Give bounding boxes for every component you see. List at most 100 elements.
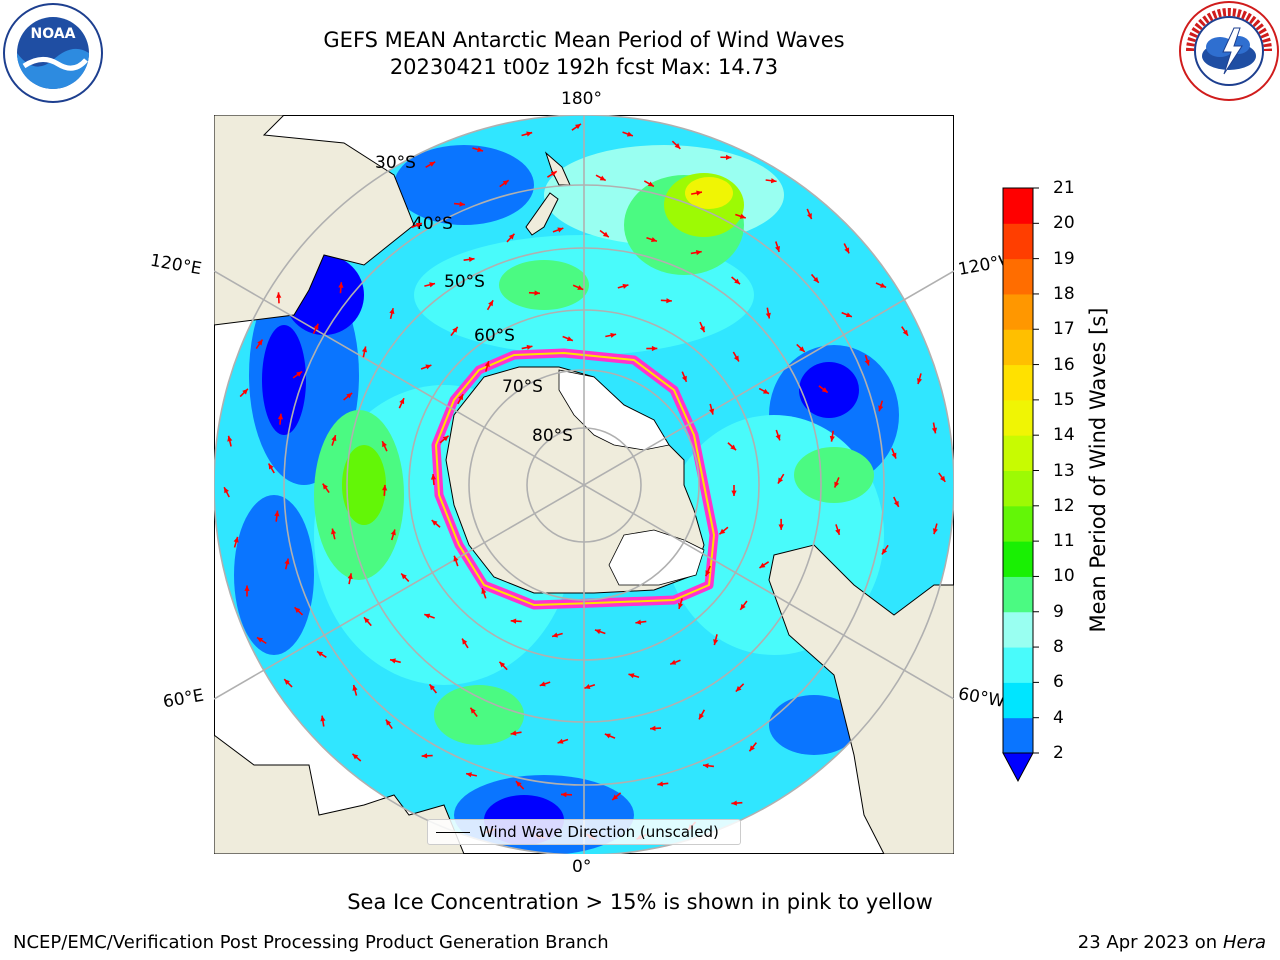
- lat-label-50s: 50°S: [444, 272, 485, 292]
- wave-direction-arrowhead: [399, 398, 405, 405]
- wave-direction-arrowhead: [363, 617, 370, 624]
- colorbar-segment: [1003, 399, 1033, 436]
- wave-direction-arrowhead: [749, 745, 755, 752]
- wave-direction-arrowhead: [670, 659, 677, 665]
- colorbar-tick-label: 9: [1053, 601, 1064, 622]
- wave-direction-arrowhead: [502, 180, 509, 186]
- wave-direction-arrowhead: [650, 725, 656, 731]
- wave-direction-arrowhead: [385, 719, 392, 726]
- wave-direction-arrowhead: [452, 326, 458, 333]
- wave-direction-arrowhead: [678, 602, 684, 609]
- wave-direction-arrowhead: [584, 684, 591, 689]
- wave-direction-arrowhead: [468, 256, 475, 263]
- legend-line-sample: [436, 831, 470, 833]
- wave-direction-arrowhead: [488, 300, 494, 307]
- wave-direction-arrowhead: [740, 603, 746, 610]
- wave-direction-arrowhead: [695, 249, 702, 256]
- wave-direction-arrowhead: [699, 713, 704, 720]
- wave-direction-arrowhead: [224, 487, 229, 494]
- chart-title: GEFS MEAN Antarctic Mean Period of Wind …: [323, 28, 845, 52]
- lat-label-30s: 30°S: [375, 153, 416, 173]
- wave-direction-arrowhead: [731, 800, 737, 806]
- wave-direction-arrowhead: [510, 618, 517, 624]
- wave-direction-arrowhead: [799, 346, 805, 352]
- wave-direction-arrowhead: [346, 393, 353, 399]
- wave-direction-arrowhead: [526, 131, 533, 137]
- wave-direction-arrowhead: [284, 679, 290, 685]
- wave-direction-arrowhead: [612, 794, 619, 801]
- wave-direction-arrowhead: [242, 388, 248, 395]
- antarctic-ice-shelf: [608, 529, 705, 586]
- wave-direction-arrowhead: [277, 413, 284, 420]
- wave-direction-arrowhead: [709, 408, 715, 415]
- wave-direction-arrowhead: [317, 651, 324, 657]
- footer-organization: NCEP/EMC/Verification Post Processing Pr…: [13, 932, 609, 953]
- wave-direction-arrowhead: [916, 378, 923, 385]
- footer-date-text: 23 Apr 2023 on: [1077, 932, 1223, 953]
- colorbar-tick-label: 19: [1053, 248, 1075, 269]
- lat-label-60s: 60°S: [474, 326, 515, 346]
- wave-direction-arrowhead: [932, 528, 938, 535]
- footer-date: 23 Apr 2023 on Hera: [1078, 932, 1266, 953]
- wave-direction-arrowhead: [765, 312, 771, 319]
- lon-label-0: 0°: [572, 857, 592, 877]
- wave-direction-arrowhead: [880, 282, 887, 288]
- wave-direction-arrowhead: [725, 154, 732, 160]
- wave-direction-arrowhead: [331, 435, 337, 442]
- period-patch-9-10s: [434, 685, 524, 745]
- wave-direction-arrowhead: [775, 245, 781, 252]
- map-legend: Wind Wave Direction (unscaled): [427, 819, 741, 845]
- period-patch-2-4s: [769, 695, 859, 755]
- graticule: [214, 115, 954, 854]
- sea-ice-edge-inner: [435, 352, 715, 606]
- wave-direction-arrowhead: [733, 355, 739, 362]
- wave-direction-arrowhead: [939, 475, 946, 482]
- national-weather-service-logo: [1179, 1, 1279, 101]
- wave-direction-arrowhead: [499, 661, 506, 668]
- wave-direction-arrowhead: [415, 222, 422, 228]
- colorbar-segment: [1003, 435, 1033, 471]
- wave-direction-arrowhead: [651, 345, 658, 352]
- wave-direction-arrowhead: [762, 388, 769, 394]
- period-patch-11-12s: [342, 445, 386, 525]
- wave-direction-arrowhead: [626, 131, 633, 137]
- wave-direction-arrowhead: [577, 285, 584, 290]
- wave-direction-arrowhead: [477, 147, 484, 153]
- wave-direction-arrowhead: [276, 292, 282, 298]
- colorbar-segment: [1003, 188, 1033, 224]
- wave-direction-arrowhead: [821, 387, 828, 393]
- colorbar-tick-label: 14: [1053, 425, 1075, 446]
- wave-direction-arrowhead: [227, 435, 233, 442]
- wave-direction-arrowhead: [382, 441, 387, 448]
- wave-direction-arrowhead: [361, 346, 368, 353]
- colorbar-segment: [1003, 682, 1033, 719]
- wave-direction-arrowhead: [696, 190, 702, 196]
- wave-direction-arrowhead: [635, 619, 642, 625]
- wave-direction-arrowhead: [284, 558, 290, 565]
- wave-direction-arrowhead: [429, 684, 435, 691]
- wave-direction-arrowhead: [233, 536, 239, 543]
- wave-direction-arrowhead: [560, 791, 567, 798]
- wave-direction-arrowhead: [845, 312, 852, 318]
- wave-direction-arrowhead: [602, 231, 609, 238]
- colorbar-segment: [1003, 293, 1033, 330]
- noaa-logo: NOAA: [3, 3, 103, 103]
- wave-direction-arrowhead: [484, 361, 490, 367]
- wave-direction-arrowhead: [599, 175, 606, 181]
- period-patch-below-2s: [262, 325, 306, 435]
- wave-direction-arrowhead: [647, 181, 654, 187]
- wave-direction-arrowhead: [699, 326, 705, 333]
- meridian-60e-120w: [214, 270, 954, 700]
- wave-direction-arrowhead: [431, 520, 438, 526]
- wave-direction-arrowhead: [666, 298, 672, 304]
- wave-direction-arrowhead: [931, 427, 938, 434]
- colorbar-tick-label: 15: [1053, 389, 1075, 410]
- colorbar-segment: [1003, 647, 1033, 683]
- wave-direction-arrowhead: [775, 434, 781, 441]
- wave-direction-arrowhead: [462, 638, 468, 645]
- wave-direction-arrowhead: [770, 178, 777, 184]
- wave-direction-arrowhead: [829, 435, 835, 442]
- wave-direction-arrowhead: [703, 763, 709, 769]
- colorbar-tick-label: 4: [1053, 707, 1064, 728]
- lat-label-80s: 80°S: [532, 426, 573, 446]
